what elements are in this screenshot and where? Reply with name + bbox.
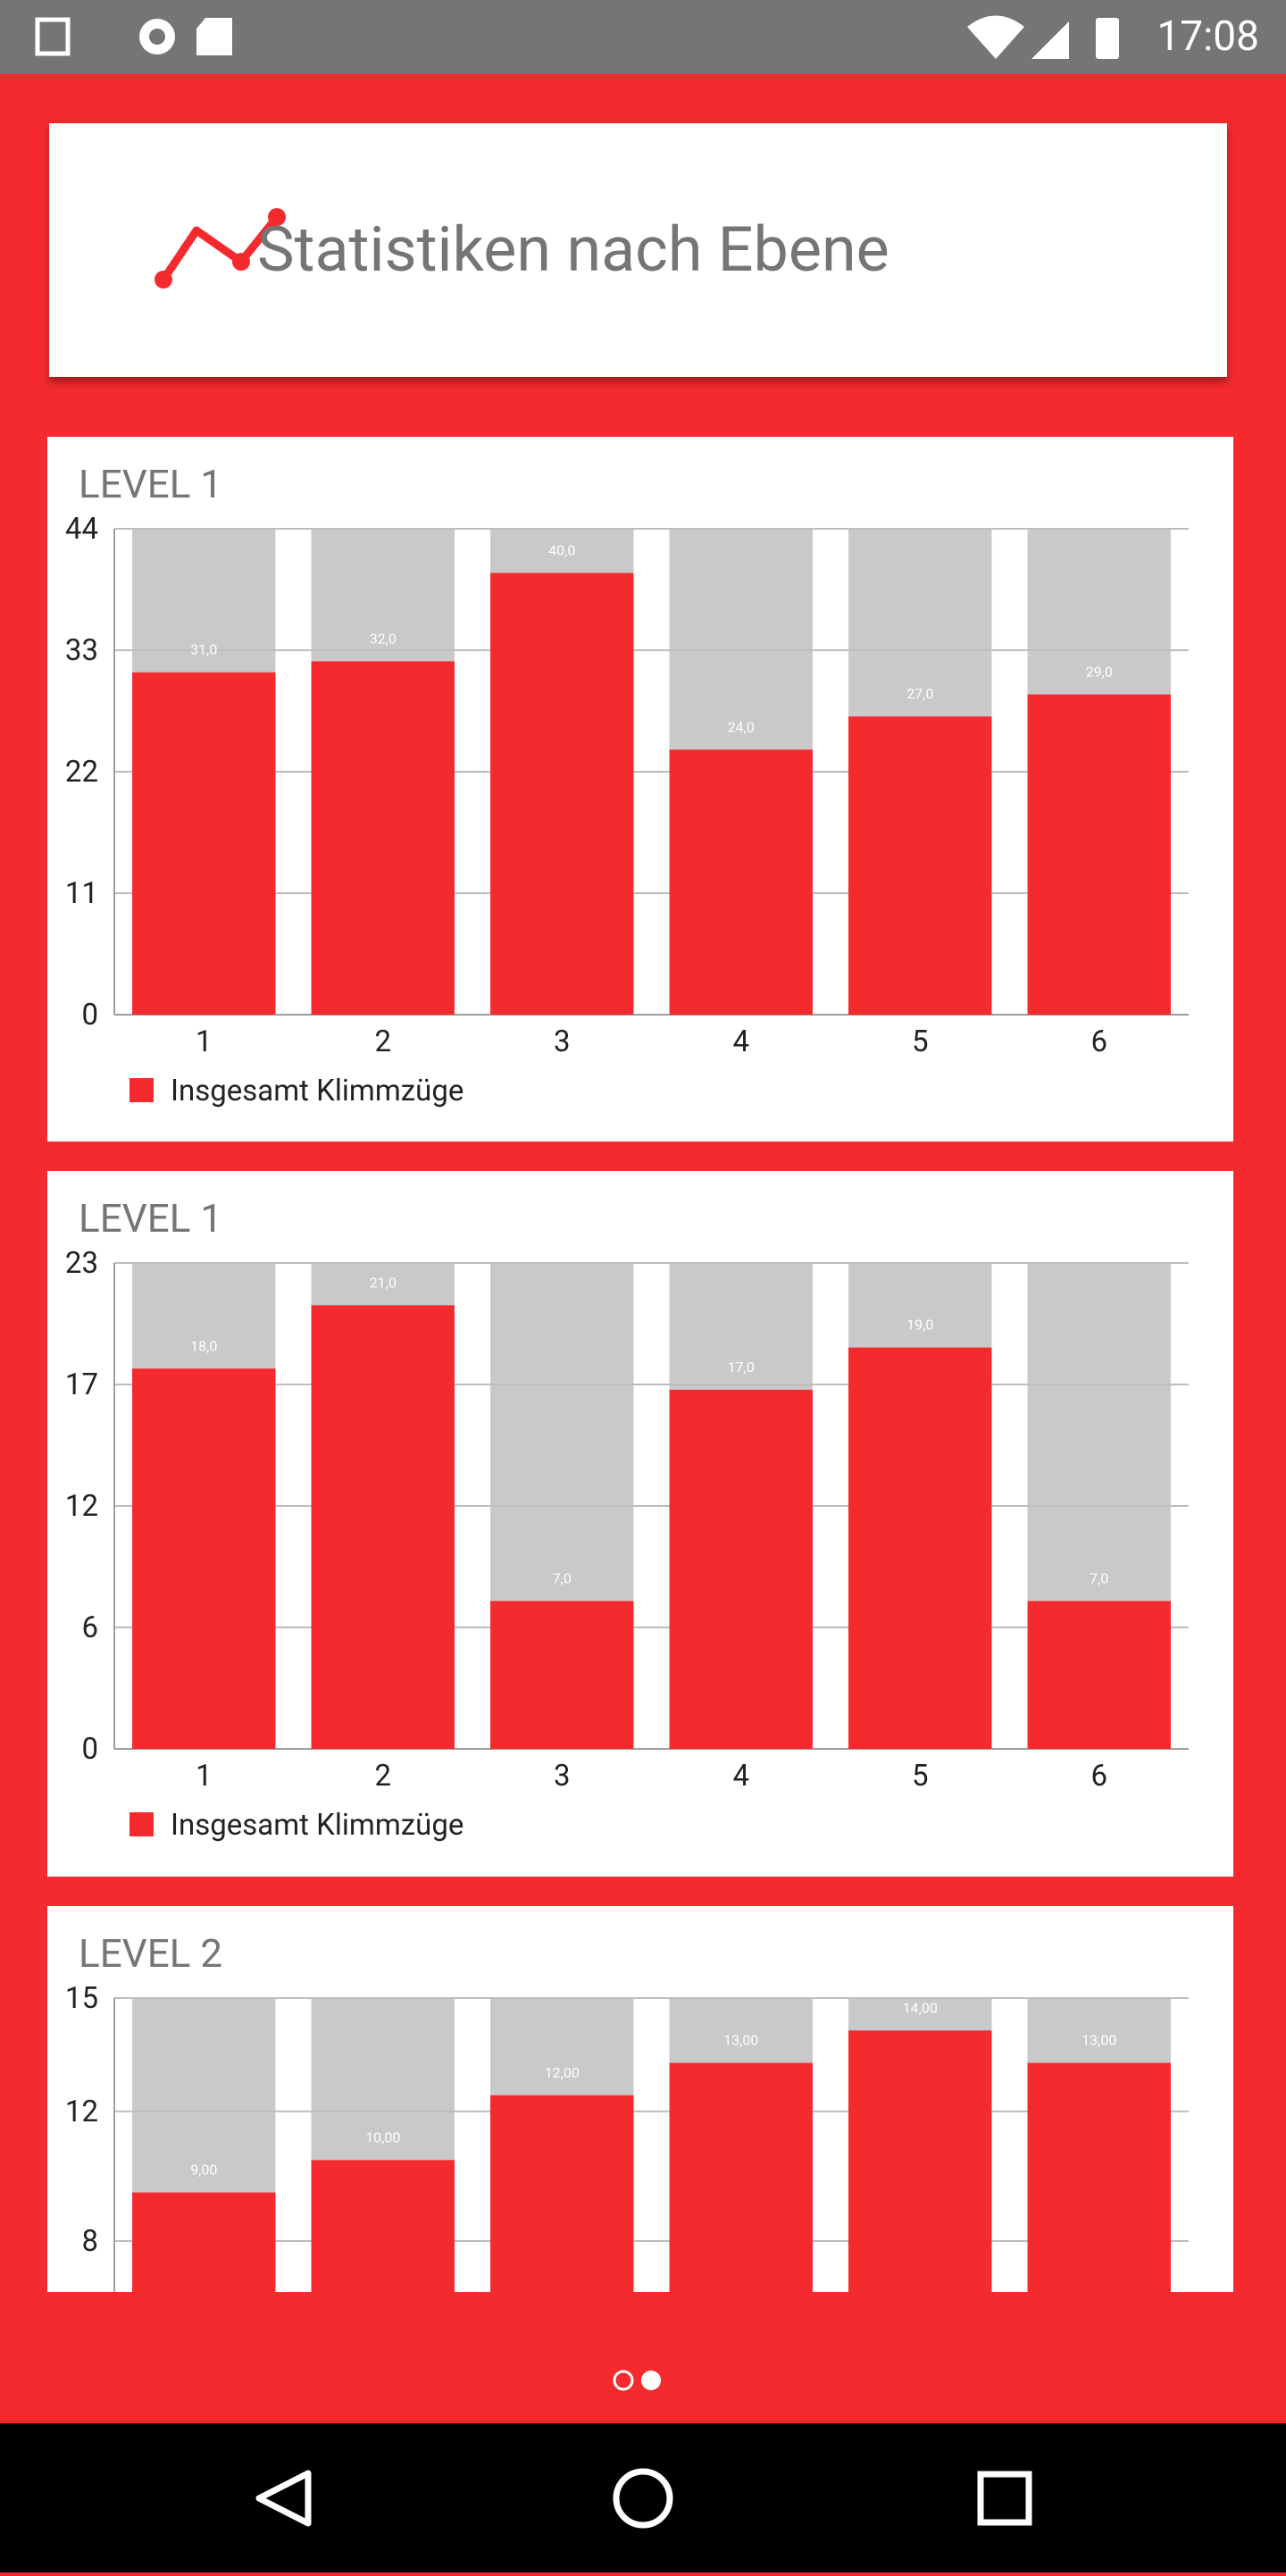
back-button[interactable] <box>255 2470 312 2527</box>
recents-button[interactable] <box>977 2471 1032 2526</box>
value-label: 19,0 <box>906 1317 933 1334</box>
value-label: 9,00 <box>190 2162 217 2179</box>
bar <box>1027 694 1171 1015</box>
value-label: 18,0 <box>190 1337 217 1354</box>
bar <box>490 1601 634 1749</box>
sd-icon <box>196 18 232 55</box>
y-tick-label: 0 <box>81 1732 98 1767</box>
stats-icon <box>154 208 286 289</box>
status-bar: 17:08 <box>0 0 1286 74</box>
y-tick-label: 8 <box>81 2224 98 2259</box>
bar <box>848 716 992 1015</box>
bar <box>132 1368 276 1749</box>
y-tick-label: 6 <box>81 1610 98 1645</box>
y-tick-label: 33 <box>65 633 98 668</box>
value-label: 17,0 <box>728 1359 755 1376</box>
chart-title: LEVEL 1 <box>79 461 222 507</box>
y-tick-label: 0 <box>81 998 98 1033</box>
value-label: 13,00 <box>723 2032 758 2049</box>
bar <box>1027 2062 1171 2292</box>
bar <box>490 2095 634 2292</box>
chart: LEVEL 2 8 12 15 9,00 10,00 12,00 13,00 14,00 13,0… <box>65 1930 1189 2292</box>
value-label: 7,0 <box>553 1569 572 1586</box>
y-tick-label: 23 <box>65 1246 98 1281</box>
y-tick-label: 44 <box>65 512 98 547</box>
bar <box>132 672 276 1015</box>
page-indicator <box>613 2370 661 2391</box>
x-tick-label: 2 <box>374 1025 391 1059</box>
value-label: 24,0 <box>728 718 755 735</box>
header-card: Statistiken nach Ebene <box>49 123 1227 377</box>
x-tick-label: 2 <box>374 1759 391 1794</box>
value-label: 29,0 <box>1086 663 1113 680</box>
signal-icon <box>1031 21 1069 59</box>
bar <box>311 1305 455 1749</box>
bar <box>848 2030 992 2292</box>
value-label: 13,00 <box>1081 2032 1116 2049</box>
system-icons <box>967 15 1119 59</box>
chart: LEVEL 1 0 11 22 33 44 31,0 32,0 40,0 24,0 27,0 29,0… <box>65 461 1189 1108</box>
page-dot[interactable] <box>613 2370 634 2391</box>
x-tick-label: 5 <box>912 1759 929 1794</box>
value-label: 31,0 <box>190 641 217 658</box>
wifi-icon <box>967 15 1024 59</box>
bar <box>669 2062 813 2292</box>
value-label: 14,00 <box>903 1999 938 2016</box>
x-tick-label: 4 <box>732 1025 749 1059</box>
value-label: 40,0 <box>548 541 575 558</box>
value-label: 12,00 <box>545 2064 580 2081</box>
chart-title: LEVEL 2 <box>79 1930 222 1977</box>
notification-icon <box>35 17 71 56</box>
clock: 17:08 <box>1157 13 1259 61</box>
navigation-bar <box>0 2423 1286 2572</box>
legend-label: Insgesamt Klimmzüge <box>171 1074 463 1108</box>
chart-card: LEVEL 1 0 11 22 33 44 31,0 32,0 40,0 24,0 27,0 29,0… <box>47 437 1233 1142</box>
value-label: 21,0 <box>370 1274 397 1291</box>
bar <box>311 661 455 1015</box>
legend-swatch <box>129 1812 154 1836</box>
x-tick-label: 3 <box>554 1759 571 1794</box>
value-label: 32,0 <box>370 630 397 647</box>
legend-swatch <box>129 1078 154 1102</box>
y-tick-label: 17 <box>65 1367 98 1402</box>
chart-title: LEVEL 1 <box>79 1195 222 1242</box>
value-label: 7,0 <box>1090 1569 1108 1586</box>
legend-label: Insgesamt Klimmzüge <box>171 1808 463 1843</box>
record-icon-inner <box>149 29 165 45</box>
y-tick-label: 22 <box>65 755 98 790</box>
bar <box>132 2192 276 2292</box>
bar <box>311 2160 455 2292</box>
value-label: 10,00 <box>365 2129 400 2145</box>
y-tick-label: 12 <box>65 2095 98 2129</box>
y-tick-label: 12 <box>65 1489 98 1524</box>
x-tick-label: 4 <box>732 1759 749 1794</box>
x-tick-label: 6 <box>1090 1759 1107 1794</box>
value-label: 27,0 <box>906 685 933 702</box>
bar <box>848 1347 992 1749</box>
x-tick-label: 3 <box>554 1025 571 1059</box>
x-tick-label: 5 <box>912 1025 929 1059</box>
bar <box>669 749 813 1015</box>
home-button[interactable] <box>613 2468 673 2529</box>
bar <box>490 573 634 1015</box>
chart: LEVEL 10612172318,021,07,017,019,07,0Ins… <box>65 1195 1189 1843</box>
battery-icon <box>1096 18 1119 59</box>
page-dot-active[interactable] <box>641 2371 661 2390</box>
y-tick-label: 11 <box>65 876 98 911</box>
chart-card: LEVEL 2 8 12 15 9,00 10,00 12,00 13,00 14,00 13,0… <box>47 1906 1233 2292</box>
chart-card: LEVEL 1 0 6 12 17 23 18,0 21,0 7,0 17,0 19,0 7,0 Ins… <box>47 1171 1233 1877</box>
bar <box>1027 1601 1171 1749</box>
x-tick-label: 1 <box>196 1759 213 1794</box>
scroll-area[interactable]: Statistiken nach Ebene LEVEL 1 0 11 22 33 44 3… <box>0 0 1286 2292</box>
nav-buttons <box>255 2468 1032 2529</box>
x-tick-label: 1 <box>196 1025 213 1059</box>
bar <box>669 1389 813 1749</box>
status-icons <box>35 17 232 56</box>
x-tick-label: 6 <box>1090 1025 1107 1059</box>
y-tick-label: 15 <box>65 1981 98 2016</box>
header-title: Statistiken nach Ebene <box>257 213 889 287</box>
